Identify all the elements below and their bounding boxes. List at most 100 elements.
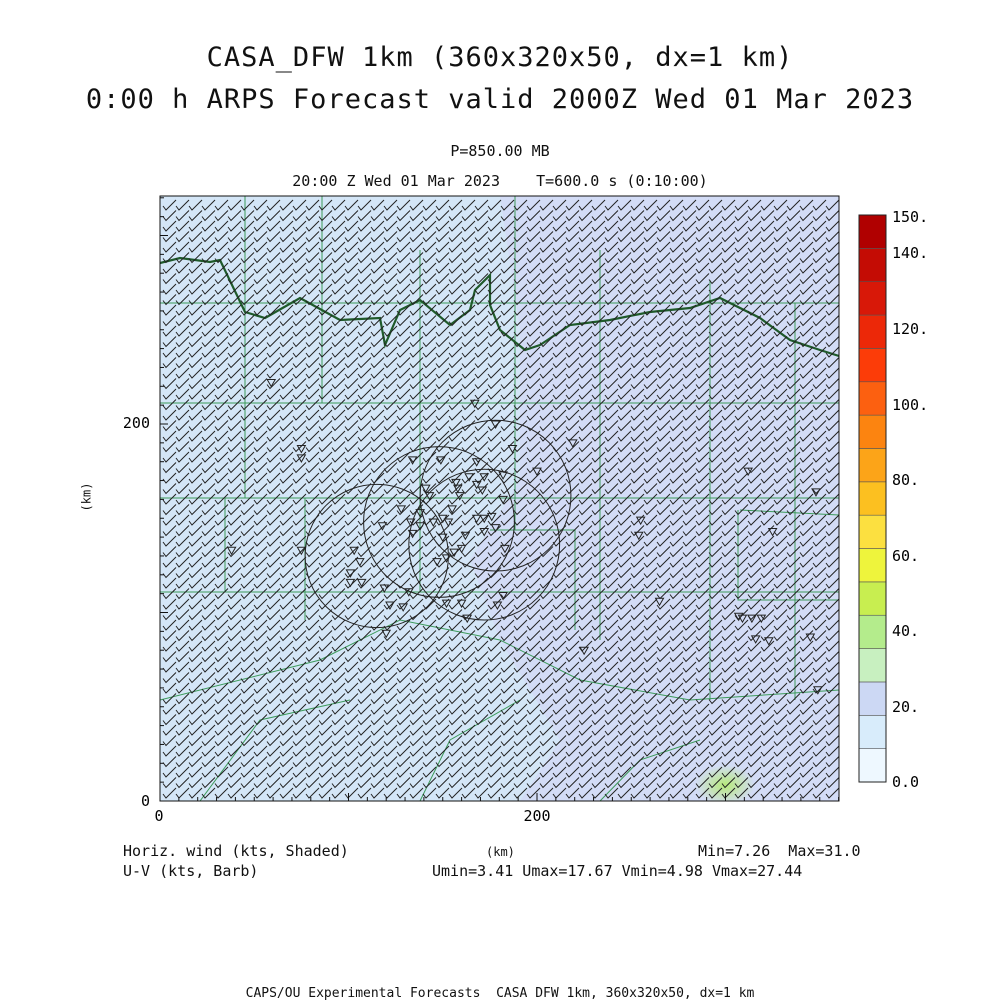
station-marker bbox=[490, 524, 501, 533]
colorbar-label: 100. bbox=[892, 396, 928, 414]
station-marker bbox=[432, 558, 442, 567]
station-marker bbox=[396, 505, 407, 514]
wind-barb-field bbox=[162, 199, 839, 799]
x-tick-label: 200 bbox=[523, 807, 550, 825]
station-marker bbox=[507, 445, 518, 454]
radar-range-ring bbox=[304, 483, 449, 629]
station-marker bbox=[579, 646, 589, 656]
station-marker bbox=[349, 546, 360, 556]
station-marker bbox=[477, 486, 488, 495]
station-marker bbox=[443, 518, 454, 528]
station-marker bbox=[460, 531, 471, 541]
station-marker bbox=[452, 484, 463, 494]
station-marker bbox=[767, 527, 778, 537]
colorbar-segment bbox=[858, 681, 887, 716]
x-axis-unit: (km) bbox=[486, 845, 515, 859]
station-marker bbox=[436, 456, 446, 465]
station-marker bbox=[654, 597, 665, 607]
station-marker bbox=[356, 578, 367, 588]
colorbar-segment bbox=[858, 414, 887, 449]
station-marker bbox=[532, 467, 542, 477]
y-tick-label: 0 bbox=[141, 792, 150, 810]
y-axis-unit: (km) bbox=[79, 482, 94, 512]
station-marker bbox=[633, 531, 644, 541]
colorbar-label: 120. bbox=[892, 320, 928, 338]
station-marker bbox=[498, 592, 508, 601]
wind-barbs bbox=[162, 199, 839, 799]
station-marker bbox=[763, 637, 774, 646]
station-marker bbox=[424, 492, 435, 501]
station-marker bbox=[385, 601, 395, 610]
station-marker bbox=[296, 454, 307, 463]
colorbar-segment bbox=[858, 648, 887, 683]
colorbar-segment bbox=[858, 514, 887, 549]
station-marker bbox=[420, 484, 431, 494]
station-marker bbox=[456, 599, 467, 609]
colorbar-segment bbox=[858, 214, 887, 249]
radar-range-ring bbox=[419, 419, 572, 572]
station-marker bbox=[469, 399, 480, 409]
station-marker bbox=[437, 533, 448, 543]
colorbar-label: 20. bbox=[892, 698, 919, 716]
station-marker bbox=[428, 518, 439, 528]
station-marker bbox=[456, 544, 467, 554]
colorbar-label: 140. bbox=[892, 244, 928, 262]
pressure-level: P=850.00 MB bbox=[450, 142, 550, 160]
station-marker bbox=[805, 633, 816, 643]
colorbar-segment bbox=[858, 348, 887, 383]
station-marker bbox=[266, 379, 277, 388]
colorbar-segment bbox=[858, 581, 887, 616]
shaded-field-label: Horiz. wind (kts, Shaded) bbox=[123, 842, 349, 860]
station-marker bbox=[296, 445, 307, 454]
x-tick-label: 0 bbox=[154, 807, 163, 825]
station-marker bbox=[407, 456, 418, 465]
colorbar-segment bbox=[858, 248, 887, 283]
station-marker bbox=[403, 588, 414, 597]
station-marker bbox=[471, 514, 482, 524]
station-marker bbox=[415, 522, 425, 531]
colorbar-segment bbox=[858, 381, 887, 416]
station-marker bbox=[345, 578, 356, 588]
station-marker bbox=[415, 509, 425, 518]
plot-title: CASA_DFW 1km (360x320x50, dx=1 km) bbox=[206, 42, 794, 73]
colorbar-frame bbox=[858, 214, 887, 783]
colorbar-segment bbox=[858, 748, 887, 783]
colorbar-label: 80. bbox=[892, 471, 919, 489]
colorbar-segment bbox=[858, 314, 887, 349]
colorbar-segment bbox=[858, 714, 887, 749]
station-marker bbox=[464, 473, 475, 482]
valid-time: 20:00 Z Wed 01 Mar 2023 T=600.0 s (0:10:… bbox=[292, 172, 708, 190]
uv-range: Umin=3.41 Umax=17.67 Vmin=4.98 Vmax=27.4… bbox=[432, 862, 803, 880]
colorbar-label: 60. bbox=[892, 547, 919, 565]
barb-field-label: U-V (kts, Barb) bbox=[123, 862, 259, 880]
colorbar-label: 40. bbox=[892, 622, 919, 640]
station-marker bbox=[756, 614, 767, 624]
station-marker bbox=[486, 512, 497, 522]
y-tick-label: 200 bbox=[123, 414, 150, 432]
station-marker bbox=[447, 505, 458, 514]
station-marker bbox=[451, 478, 461, 488]
station-marker bbox=[500, 544, 510, 554]
station-marker bbox=[733, 612, 744, 622]
colorbar-segment bbox=[858, 448, 887, 483]
station-marker bbox=[296, 546, 307, 556]
station-marker bbox=[454, 492, 465, 501]
station-marker bbox=[743, 467, 753, 477]
plot-subtitle: 0:00 h ARPS Forecast valid 2000Z Wed 01 … bbox=[85, 84, 915, 115]
colorbar-segment bbox=[858, 548, 887, 583]
colorbar: 0.0 20. 40. 60. 80. 100. 120. 140. 150. bbox=[858, 208, 928, 791]
station-marker bbox=[471, 480, 482, 490]
station-marker bbox=[811, 488, 821, 497]
station-marker bbox=[737, 614, 748, 624]
station-marker bbox=[381, 629, 392, 639]
axis-ticks bbox=[159, 197, 840, 802]
county-boundaries bbox=[160, 196, 839, 801]
station-marker bbox=[492, 601, 503, 610]
colorbar-label: 0.0 bbox=[892, 773, 919, 791]
station-marker bbox=[354, 558, 365, 567]
station-marker bbox=[498, 495, 508, 505]
station-marker bbox=[407, 529, 418, 539]
station-marker bbox=[490, 420, 501, 430]
station-marker bbox=[813, 686, 823, 695]
